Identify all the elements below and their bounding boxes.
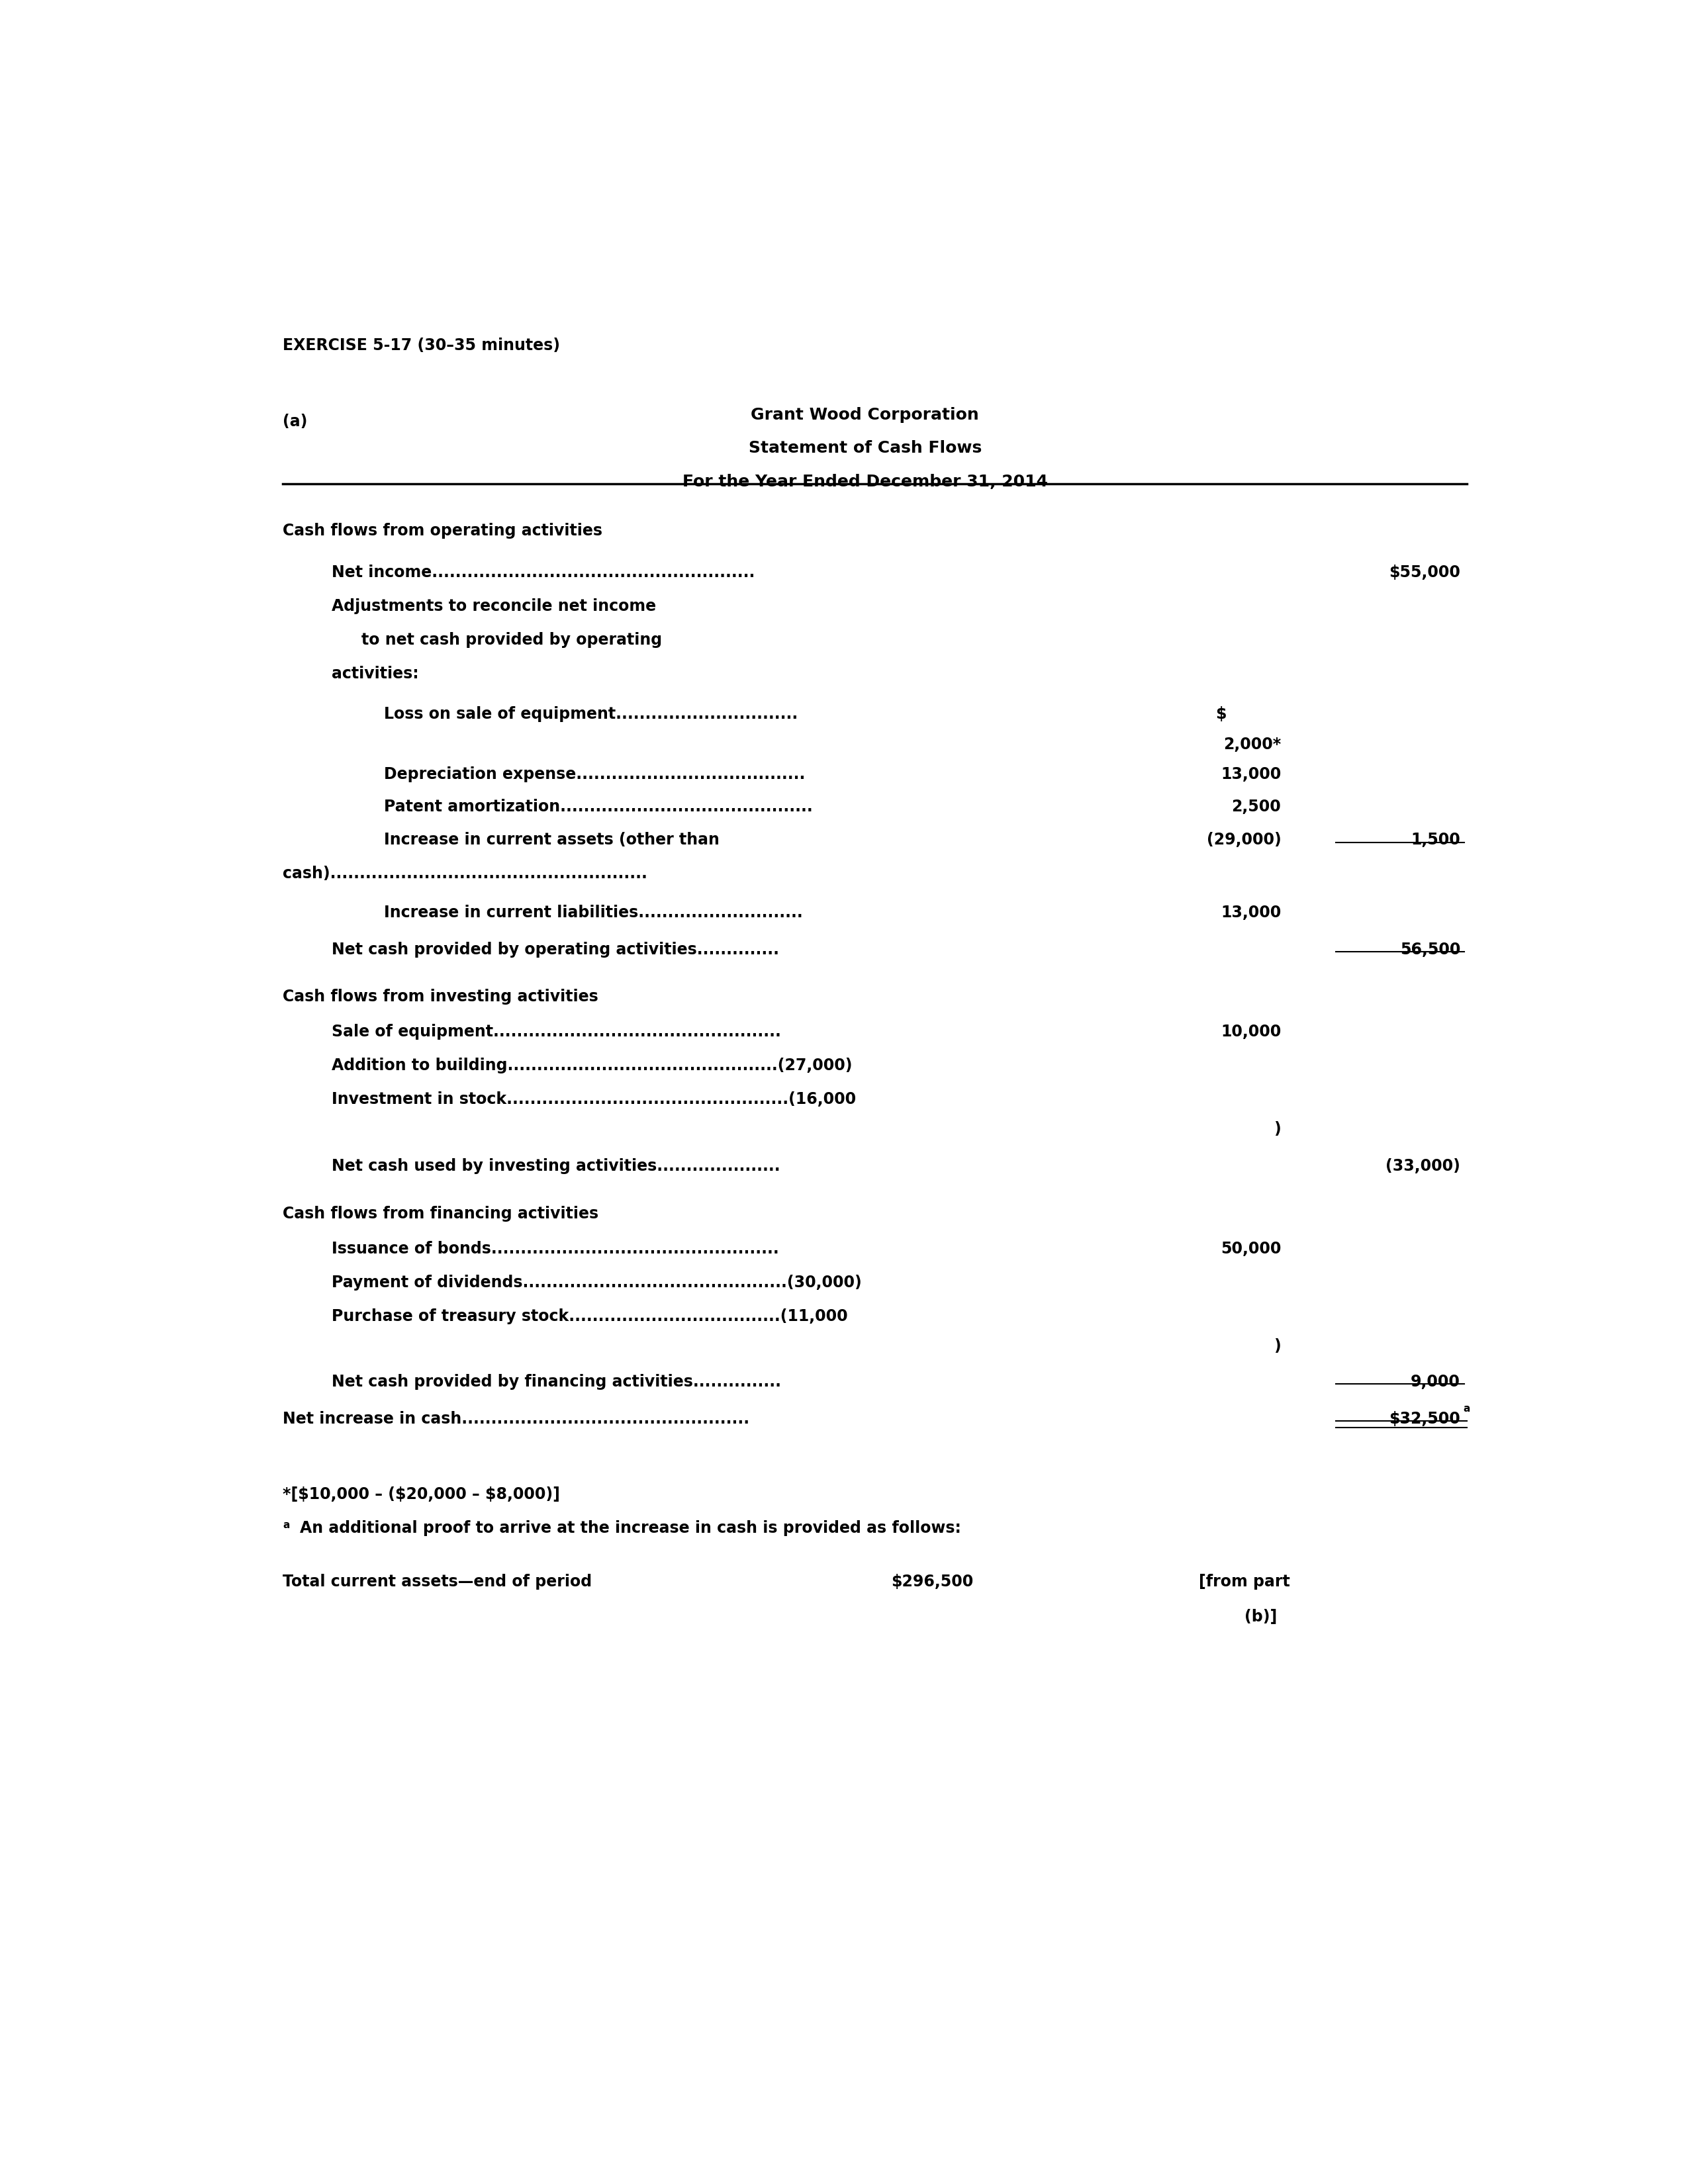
Text: Sale of equipment.................................................: Sale of equipment.......................… (331, 1024, 782, 1040)
Text: $32,500: $32,500 (1389, 1411, 1460, 1426)
Text: Net increase in cash.................................................: Net increase in cash....................… (284, 1411, 749, 1426)
Text: cash)......................................................: cash)...................................… (284, 865, 648, 882)
Text: Adjustments to reconcile net income: Adjustments to reconcile net income (331, 598, 657, 614)
Text: Cash flows from financing activities: Cash flows from financing activities (284, 1206, 599, 1221)
Text: Net cash used by investing activities.....................: Net cash used by investing activities...… (331, 1158, 780, 1175)
Text: Statement of Cash Flows: Statement of Cash Flows (748, 441, 982, 456)
Text: Cash flows from investing activities: Cash flows from investing activities (284, 989, 599, 1005)
Text: Depreciation expense.......................................: Depreciation expense....................… (383, 767, 805, 782)
Text: (a): (a) (284, 413, 307, 430)
Text: Issuance of bonds.................................................: Issuance of bonds.......................… (331, 1241, 778, 1256)
Text: $296,500: $296,500 (891, 1575, 974, 1590)
Text: *[$10,000 – ($20,000 – $8,000)]: *[$10,000 – ($20,000 – $8,000)] (284, 1487, 560, 1503)
Text: For the Year Ended December 31, 2014: For the Year Ended December 31, 2014 (682, 474, 1048, 489)
Text: a: a (1463, 1404, 1470, 1413)
Text: (b)]: (b)] (1244, 1610, 1278, 1625)
Text: Net income.......................................................: Net income..............................… (331, 566, 755, 581)
Text: EXERCISE 5-17 (30–35 minutes): EXERCISE 5-17 (30–35 minutes) (284, 339, 560, 354)
Text: Increase in current liabilities............................: Increase in current liabilities.........… (383, 904, 802, 919)
Text: Patent amortization...........................................: Patent amortization.....................… (383, 799, 812, 815)
Text: Grant Wood Corporation: Grant Wood Corporation (751, 406, 979, 422)
Text: 56,500: 56,500 (1399, 941, 1460, 957)
Text: Addition to building..............................................(27,000): Addition to building....................… (331, 1057, 852, 1072)
Text: Net cash provided by financing activities...............: Net cash provided by financing activitie… (331, 1374, 782, 1389)
Text: a: a (284, 1520, 290, 1531)
Text: Total current assets—end of period: Total current assets—end of period (284, 1575, 592, 1590)
Text: 13,000: 13,000 (1220, 904, 1281, 919)
Text: Purchase of treasury stock....................................(11,000: Purchase of treasury stock..............… (331, 1308, 847, 1324)
Text: 10,000: 10,000 (1220, 1024, 1281, 1040)
Text: Net cash provided by operating activities..............: Net cash provided by operating activitie… (331, 941, 778, 957)
Text: ): ) (1274, 1120, 1281, 1138)
Text: $55,000: $55,000 (1389, 566, 1460, 581)
Text: 1,500: 1,500 (1411, 832, 1460, 847)
Text: (29,000): (29,000) (1207, 832, 1281, 847)
Text: 13,000: 13,000 (1220, 767, 1281, 782)
Text: ): ) (1274, 1339, 1281, 1354)
Text: 2,500: 2,500 (1232, 799, 1281, 815)
Text: Payment of dividends.............................................(30,000): Payment of dividends....................… (331, 1275, 861, 1291)
Text: [from part: [from part (1198, 1575, 1290, 1590)
Text: to net cash provided by operating: to net cash provided by operating (361, 631, 662, 649)
Text: $: $ (1215, 705, 1227, 723)
Text: activities:: activities: (331, 666, 419, 681)
Text: Increase in current assets (other than: Increase in current assets (other than (383, 832, 719, 847)
Text: 50,000: 50,000 (1220, 1241, 1281, 1256)
Text: (33,000): (33,000) (1386, 1158, 1460, 1175)
Text: 9,000: 9,000 (1411, 1374, 1460, 1389)
Text: 2,000*: 2,000* (1224, 736, 1281, 751)
Text: Loss on sale of equipment...............................: Loss on sale of equipment...............… (383, 705, 797, 723)
Text: Investment in stock................................................(16,000: Investment in stock.....................… (331, 1092, 856, 1107)
Text: Cash flows from operating activities: Cash flows from operating activities (284, 522, 603, 539)
Text: An additional proof to arrive at the increase in cash is provided as follows:: An additional proof to arrive at the inc… (300, 1520, 960, 1535)
